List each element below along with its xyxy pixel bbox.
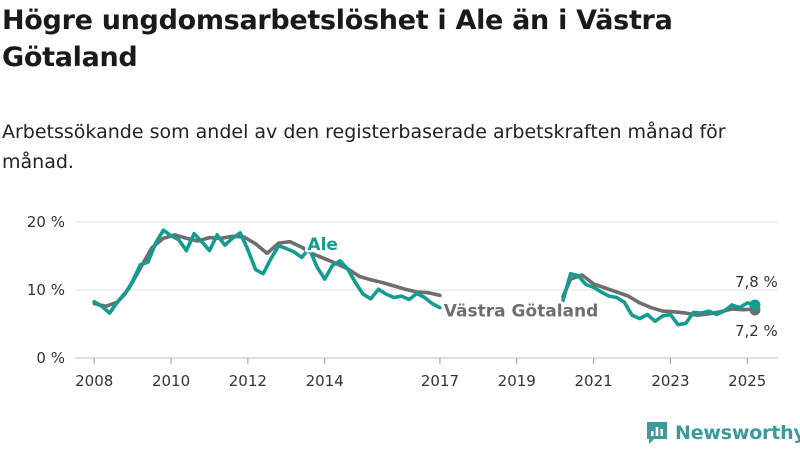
x-tick-label: 2017 (421, 372, 459, 390)
y-tick-label: 10 % (27, 281, 65, 299)
brand-logo: Newsworthy (645, 418, 800, 448)
chart-title: Högre ungdomsarbetslöshet i Ale än i Väs… (2, 5, 673, 73)
end-marker-ale (749, 299, 761, 311)
x-tick-label: 2014 (306, 372, 344, 390)
x-tick-label: 2008 (75, 372, 113, 390)
series-line-vastra-gotaland (92, 233, 442, 309)
x-tick-label: 2012 (229, 372, 267, 390)
series-line-ale (561, 271, 757, 327)
series-label-ale: Ale (307, 235, 338, 255)
series-line-ale (92, 228, 442, 315)
line-chart: 0 % 10 % 20 % 2008 2010 2012 2014 2017 2019 2021 2… (27, 213, 778, 390)
chart-subtitle: Arbetssökande som andel av den registerb… (2, 121, 726, 173)
x-tick-label: 2010 (152, 372, 190, 390)
newsworthy-bars-icon (647, 422, 667, 444)
series-label-vastra-gotaland: Västra Götaland (444, 302, 599, 322)
y-tick-label: 0 % (36, 349, 65, 367)
x-tick-label: 2023 (651, 372, 689, 390)
y-tick-label: 20 % (27, 213, 65, 231)
x-tick-label: 2021 (575, 372, 613, 390)
brand-name: Newsworthy (675, 422, 800, 444)
x-tick-label: 2025 (728, 372, 766, 390)
end-label-ale: 7,8 % (735, 273, 778, 291)
end-label-vastra-gotaland: 7,2 % (735, 322, 778, 340)
x-tick-label: 2019 (498, 372, 536, 390)
